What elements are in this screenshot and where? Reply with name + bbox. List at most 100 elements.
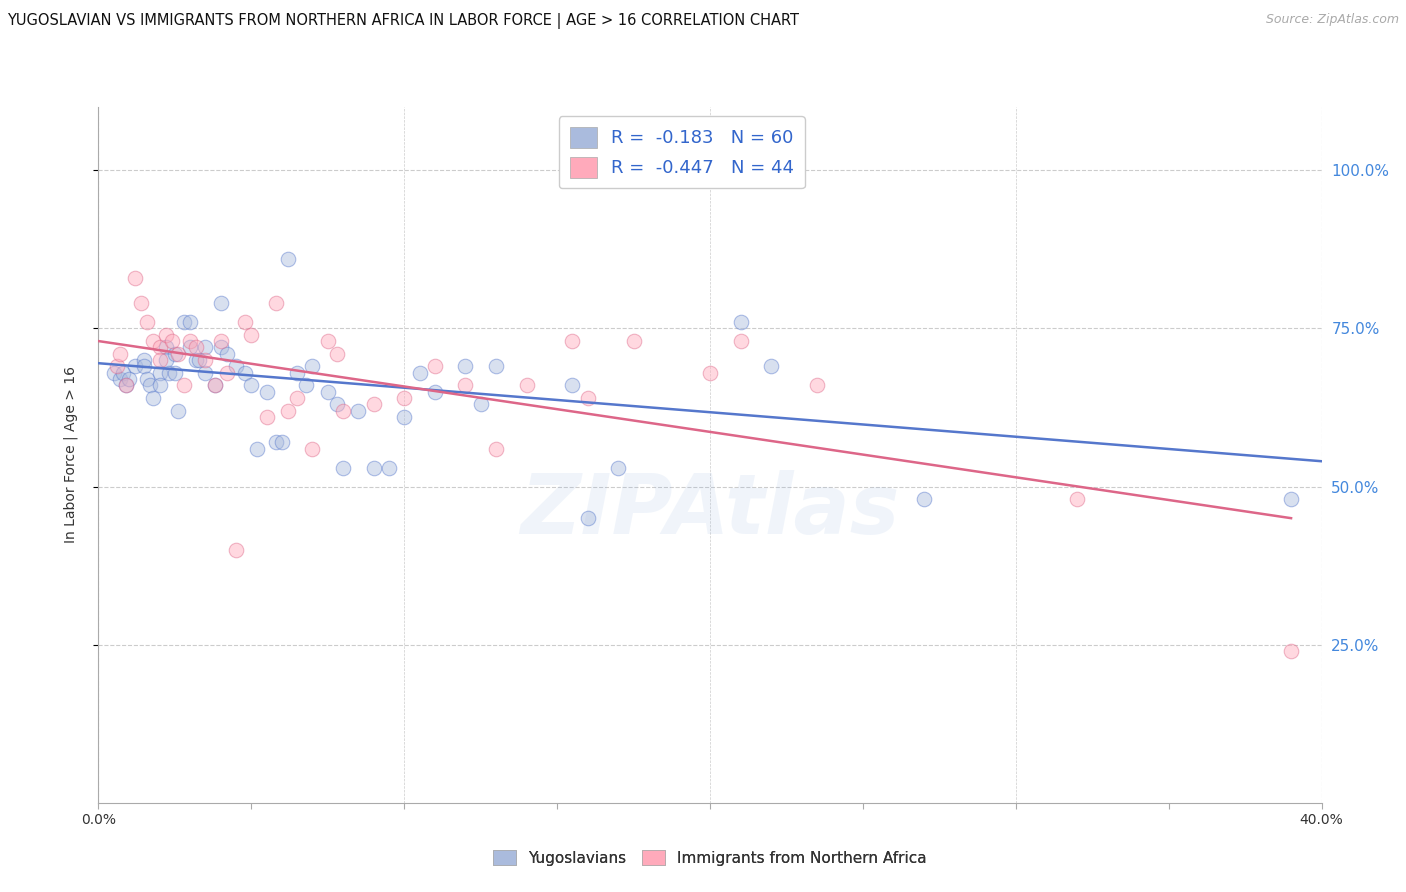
Point bbox=[326, 347, 349, 361]
Point bbox=[332, 460, 354, 475]
Point bbox=[111, 366, 134, 380]
Point bbox=[759, 359, 782, 374]
Point bbox=[233, 315, 256, 329]
Legend: Yugoslavians, Immigrants from Northern Africa: Yugoslavians, Immigrants from Northern A… bbox=[488, 844, 932, 871]
Point bbox=[485, 442, 508, 456]
Point bbox=[155, 327, 177, 342]
Point bbox=[204, 378, 226, 392]
Point bbox=[173, 315, 195, 329]
Point bbox=[470, 397, 492, 411]
Point bbox=[134, 353, 156, 368]
Point bbox=[277, 252, 299, 266]
Point bbox=[363, 397, 385, 411]
Point bbox=[215, 347, 238, 361]
Text: ZIPAtlas: ZIPAtlas bbox=[520, 470, 900, 551]
Point bbox=[256, 409, 278, 424]
Point bbox=[124, 270, 146, 285]
Point bbox=[209, 340, 232, 354]
Point bbox=[149, 340, 172, 354]
Point bbox=[1066, 492, 1088, 507]
Point bbox=[155, 353, 177, 368]
Point bbox=[561, 378, 583, 392]
Point bbox=[1279, 644, 1302, 658]
Point bbox=[105, 359, 128, 374]
Point bbox=[149, 353, 172, 368]
Point bbox=[454, 359, 477, 374]
Point bbox=[316, 334, 339, 348]
Point bbox=[225, 542, 247, 557]
Point bbox=[730, 334, 752, 348]
Point bbox=[363, 460, 385, 475]
Point bbox=[155, 340, 177, 354]
Point bbox=[264, 296, 287, 310]
Point bbox=[264, 435, 287, 450]
Point bbox=[179, 315, 201, 329]
Point bbox=[256, 384, 278, 399]
Point bbox=[240, 327, 263, 342]
Point bbox=[194, 353, 217, 368]
Point bbox=[103, 366, 125, 380]
Point bbox=[378, 460, 401, 475]
Point bbox=[730, 315, 752, 329]
Point bbox=[179, 340, 201, 354]
Point bbox=[423, 384, 446, 399]
Point bbox=[301, 442, 323, 456]
Point bbox=[347, 403, 370, 417]
Point bbox=[699, 366, 721, 380]
Text: YUGOSLAVIAN VS IMMIGRANTS FROM NORTHERN AFRICA IN LABOR FORCE | AGE > 16 CORRELA: YUGOSLAVIAN VS IMMIGRANTS FROM NORTHERN … bbox=[7, 13, 799, 29]
Point bbox=[186, 353, 208, 368]
Point bbox=[167, 347, 190, 361]
Point bbox=[139, 378, 162, 392]
Point bbox=[285, 366, 308, 380]
Point bbox=[316, 384, 339, 399]
Point bbox=[204, 378, 226, 392]
Point bbox=[124, 359, 146, 374]
Y-axis label: In Labor Force | Age > 16: In Labor Force | Age > 16 bbox=[63, 367, 77, 543]
Point bbox=[485, 359, 508, 374]
Point bbox=[186, 340, 208, 354]
Point bbox=[225, 359, 247, 374]
Point bbox=[209, 334, 232, 348]
Point bbox=[115, 378, 138, 392]
Point bbox=[912, 492, 935, 507]
Point bbox=[1279, 492, 1302, 507]
Point bbox=[240, 378, 263, 392]
Point bbox=[246, 442, 269, 456]
Point bbox=[270, 435, 292, 450]
Point bbox=[149, 378, 172, 392]
Point bbox=[215, 366, 238, 380]
Point bbox=[136, 315, 159, 329]
Point bbox=[392, 409, 416, 424]
Point bbox=[157, 366, 180, 380]
Point bbox=[576, 391, 599, 405]
Point bbox=[136, 372, 159, 386]
Point bbox=[285, 391, 308, 405]
Point bbox=[277, 403, 299, 417]
Point bbox=[392, 391, 416, 405]
Point bbox=[423, 359, 446, 374]
Point bbox=[160, 334, 183, 348]
Point bbox=[179, 334, 201, 348]
Point bbox=[149, 366, 172, 380]
Point bbox=[142, 391, 165, 405]
Point bbox=[295, 378, 318, 392]
Point bbox=[454, 378, 477, 392]
Point bbox=[129, 296, 152, 310]
Text: Source: ZipAtlas.com: Source: ZipAtlas.com bbox=[1265, 13, 1399, 27]
Point bbox=[408, 366, 430, 380]
Point bbox=[108, 347, 131, 361]
Point bbox=[561, 334, 583, 348]
Point bbox=[194, 366, 217, 380]
Point bbox=[326, 397, 349, 411]
Point bbox=[233, 366, 256, 380]
Point bbox=[332, 403, 354, 417]
Point bbox=[118, 372, 141, 386]
Point bbox=[142, 334, 165, 348]
Point bbox=[163, 366, 186, 380]
Point bbox=[108, 372, 131, 386]
Point bbox=[623, 334, 645, 348]
Point bbox=[194, 340, 217, 354]
Point bbox=[167, 403, 190, 417]
Point bbox=[188, 353, 211, 368]
Point bbox=[516, 378, 538, 392]
